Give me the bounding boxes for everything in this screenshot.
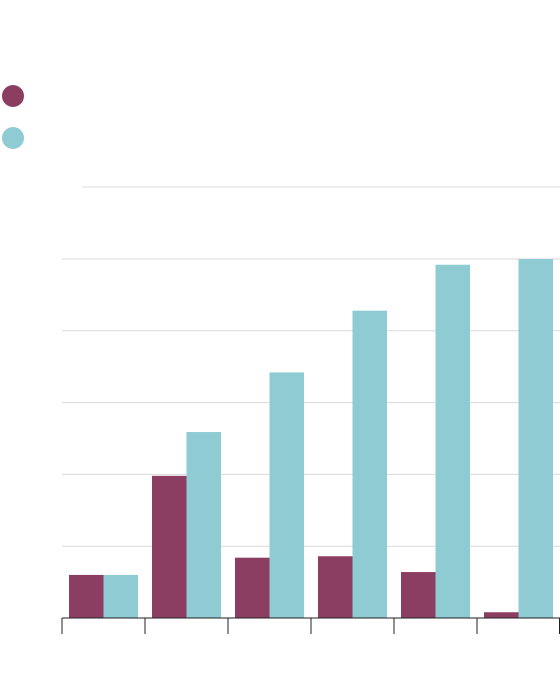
gridlines bbox=[62, 258, 560, 547]
legend-marker-series-2 bbox=[2, 127, 24, 149]
bar-series-2-3 bbox=[269, 372, 304, 618]
bar-series-2-6 bbox=[518, 259, 553, 618]
bar-series-1-6 bbox=[484, 612, 519, 618]
bar-series-2-4 bbox=[352, 310, 387, 618]
legend-marker-series-1 bbox=[2, 85, 24, 107]
bar-series-1-2 bbox=[152, 475, 187, 618]
bars bbox=[69, 259, 553, 618]
bar-series-1-1 bbox=[69, 574, 104, 618]
bar-series-2-5 bbox=[435, 264, 470, 618]
bar-series-2-2 bbox=[186, 432, 221, 618]
bar-series-1-3 bbox=[235, 557, 270, 618]
bar-series-1-5 bbox=[401, 572, 436, 618]
x-axis bbox=[61, 617, 560, 634]
bar-series-1-4 bbox=[318, 556, 353, 618]
bar-series-2-1 bbox=[103, 574, 138, 618]
